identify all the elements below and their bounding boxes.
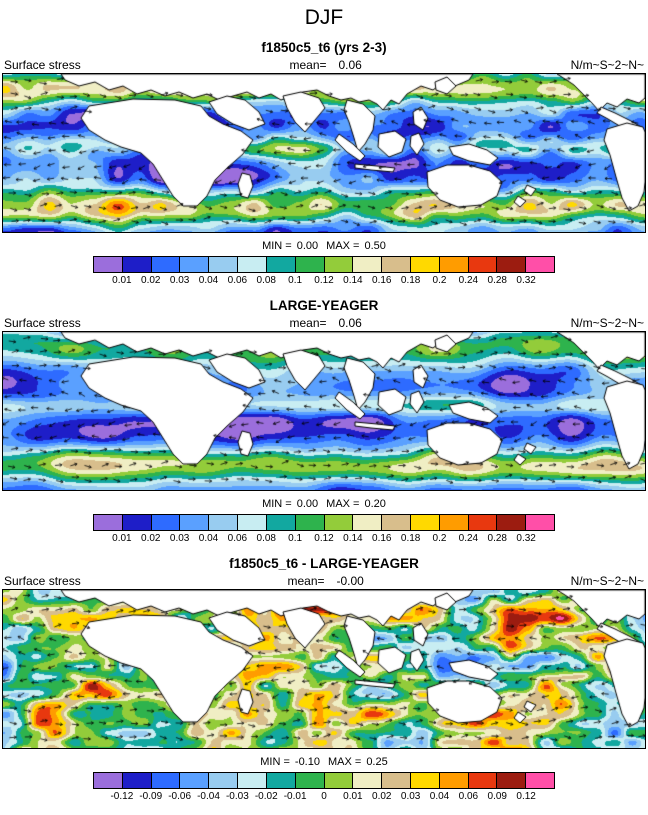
colorbar-strip (93, 256, 555, 273)
field-label: Surface stress (4, 58, 81, 72)
min-label: MIN = (262, 498, 292, 510)
minmax-readout-model: MIN = 0.00 MAX = 0.50 (0, 240, 648, 252)
panel-obs: LARGE-YEAGER Surface stress mean= 0.06 N/… (0, 298, 648, 546)
colorbar-tick-labels: -0.12 -0.09 -0.06 -0.04 -0.03 -0.02 -0.01 0 0.01… (110, 791, 536, 802)
panel-model: f1850c5_t6 (yrs 2-3) Surface stress mean… (0, 40, 648, 288)
colorbar-obs: 0.01 0.02 0.03 0.04 0.06 0.08 0.1 0.12 0.14 0.16 0… (93, 514, 555, 546)
colorbar-diff: -0.12 -0.09 -0.06 -0.04 -0.03 -0.02 -0.01 0 0.01… (93, 772, 555, 804)
panel-model-header: Surface stress mean= 0.06 N/m~S~2~N~ (0, 58, 648, 72)
mean-readout: mean= 0.06 (289, 58, 361, 72)
minmax-readout-obs: MIN = 0.00 MAX = 0.20 (0, 498, 648, 510)
colorbar-strip (93, 514, 555, 531)
panel-diff-header: Surface stress mean= -0.00 N/m~S~2~N~ (0, 574, 648, 588)
mean-readout: mean= -0.00 (287, 574, 363, 588)
min-value: 0.00 (296, 498, 319, 510)
field-label: Surface stress (4, 316, 81, 330)
colorbar-model: 0.01 0.02 0.03 0.04 0.06 0.08 0.1 0.12 0.14 0.16 0… (93, 256, 555, 288)
mean-label: mean= (289, 316, 327, 330)
mean-value: -0.00 (336, 574, 364, 588)
units-label: N/m~S~2~N~ (570, 58, 644, 72)
minmax-readout-diff: MIN = -0.10 MAX = 0.25 (0, 756, 648, 768)
panel-model-title: f1850c5_t6 (yrs 2-3) (261, 40, 387, 55)
panel-diff-title: f1850c5_t6 - LARGE-YEAGER (229, 556, 419, 571)
panel-obs-title: LARGE-YEAGER (269, 298, 379, 313)
panel-obs-header: Surface stress mean= 0.06 N/m~S~2~N~ (0, 316, 648, 330)
max-value: 0.25 (366, 756, 388, 768)
panel-diff: f1850c5_t6 - LARGE-YEAGER Surface stress… (0, 556, 648, 804)
min-label: MIN = (260, 756, 290, 768)
mean-label: mean= (287, 574, 325, 588)
colorbar-tick-labels: 0.01 0.02 0.03 0.04 0.06 0.08 0.1 0.12 0.14 0.16 0… (112, 275, 536, 286)
mean-readout: mean= 0.06 (289, 316, 361, 330)
min-label: MIN = (262, 240, 292, 252)
max-label: MAX = (327, 756, 362, 768)
map-diff-canvas (2, 589, 646, 749)
colorbar-strip (93, 772, 555, 789)
max-value: 0.20 (364, 498, 386, 510)
max-label: MAX = (326, 240, 360, 252)
mean-value: 0.06 (338, 316, 362, 330)
mean-value: 0.06 (338, 58, 362, 72)
min-value: -0.10 (294, 756, 320, 768)
units-label: N/m~S~2~N~ (570, 574, 644, 588)
max-value: 0.50 (364, 240, 386, 252)
mean-label: mean= (289, 58, 327, 72)
min-value: 0.00 (296, 240, 319, 252)
colorbar-tick-labels: 0.01 0.02 0.03 0.04 0.06 0.08 0.1 0.12 0.14 0.16 0… (112, 533, 536, 544)
units-label: N/m~S~2~N~ (570, 316, 644, 330)
max-label: MAX = (326, 498, 360, 510)
field-label: Surface stress (4, 574, 81, 588)
map-model-canvas (2, 73, 646, 233)
map-obs-canvas (2, 331, 646, 491)
figure-title: DJF (304, 6, 344, 29)
